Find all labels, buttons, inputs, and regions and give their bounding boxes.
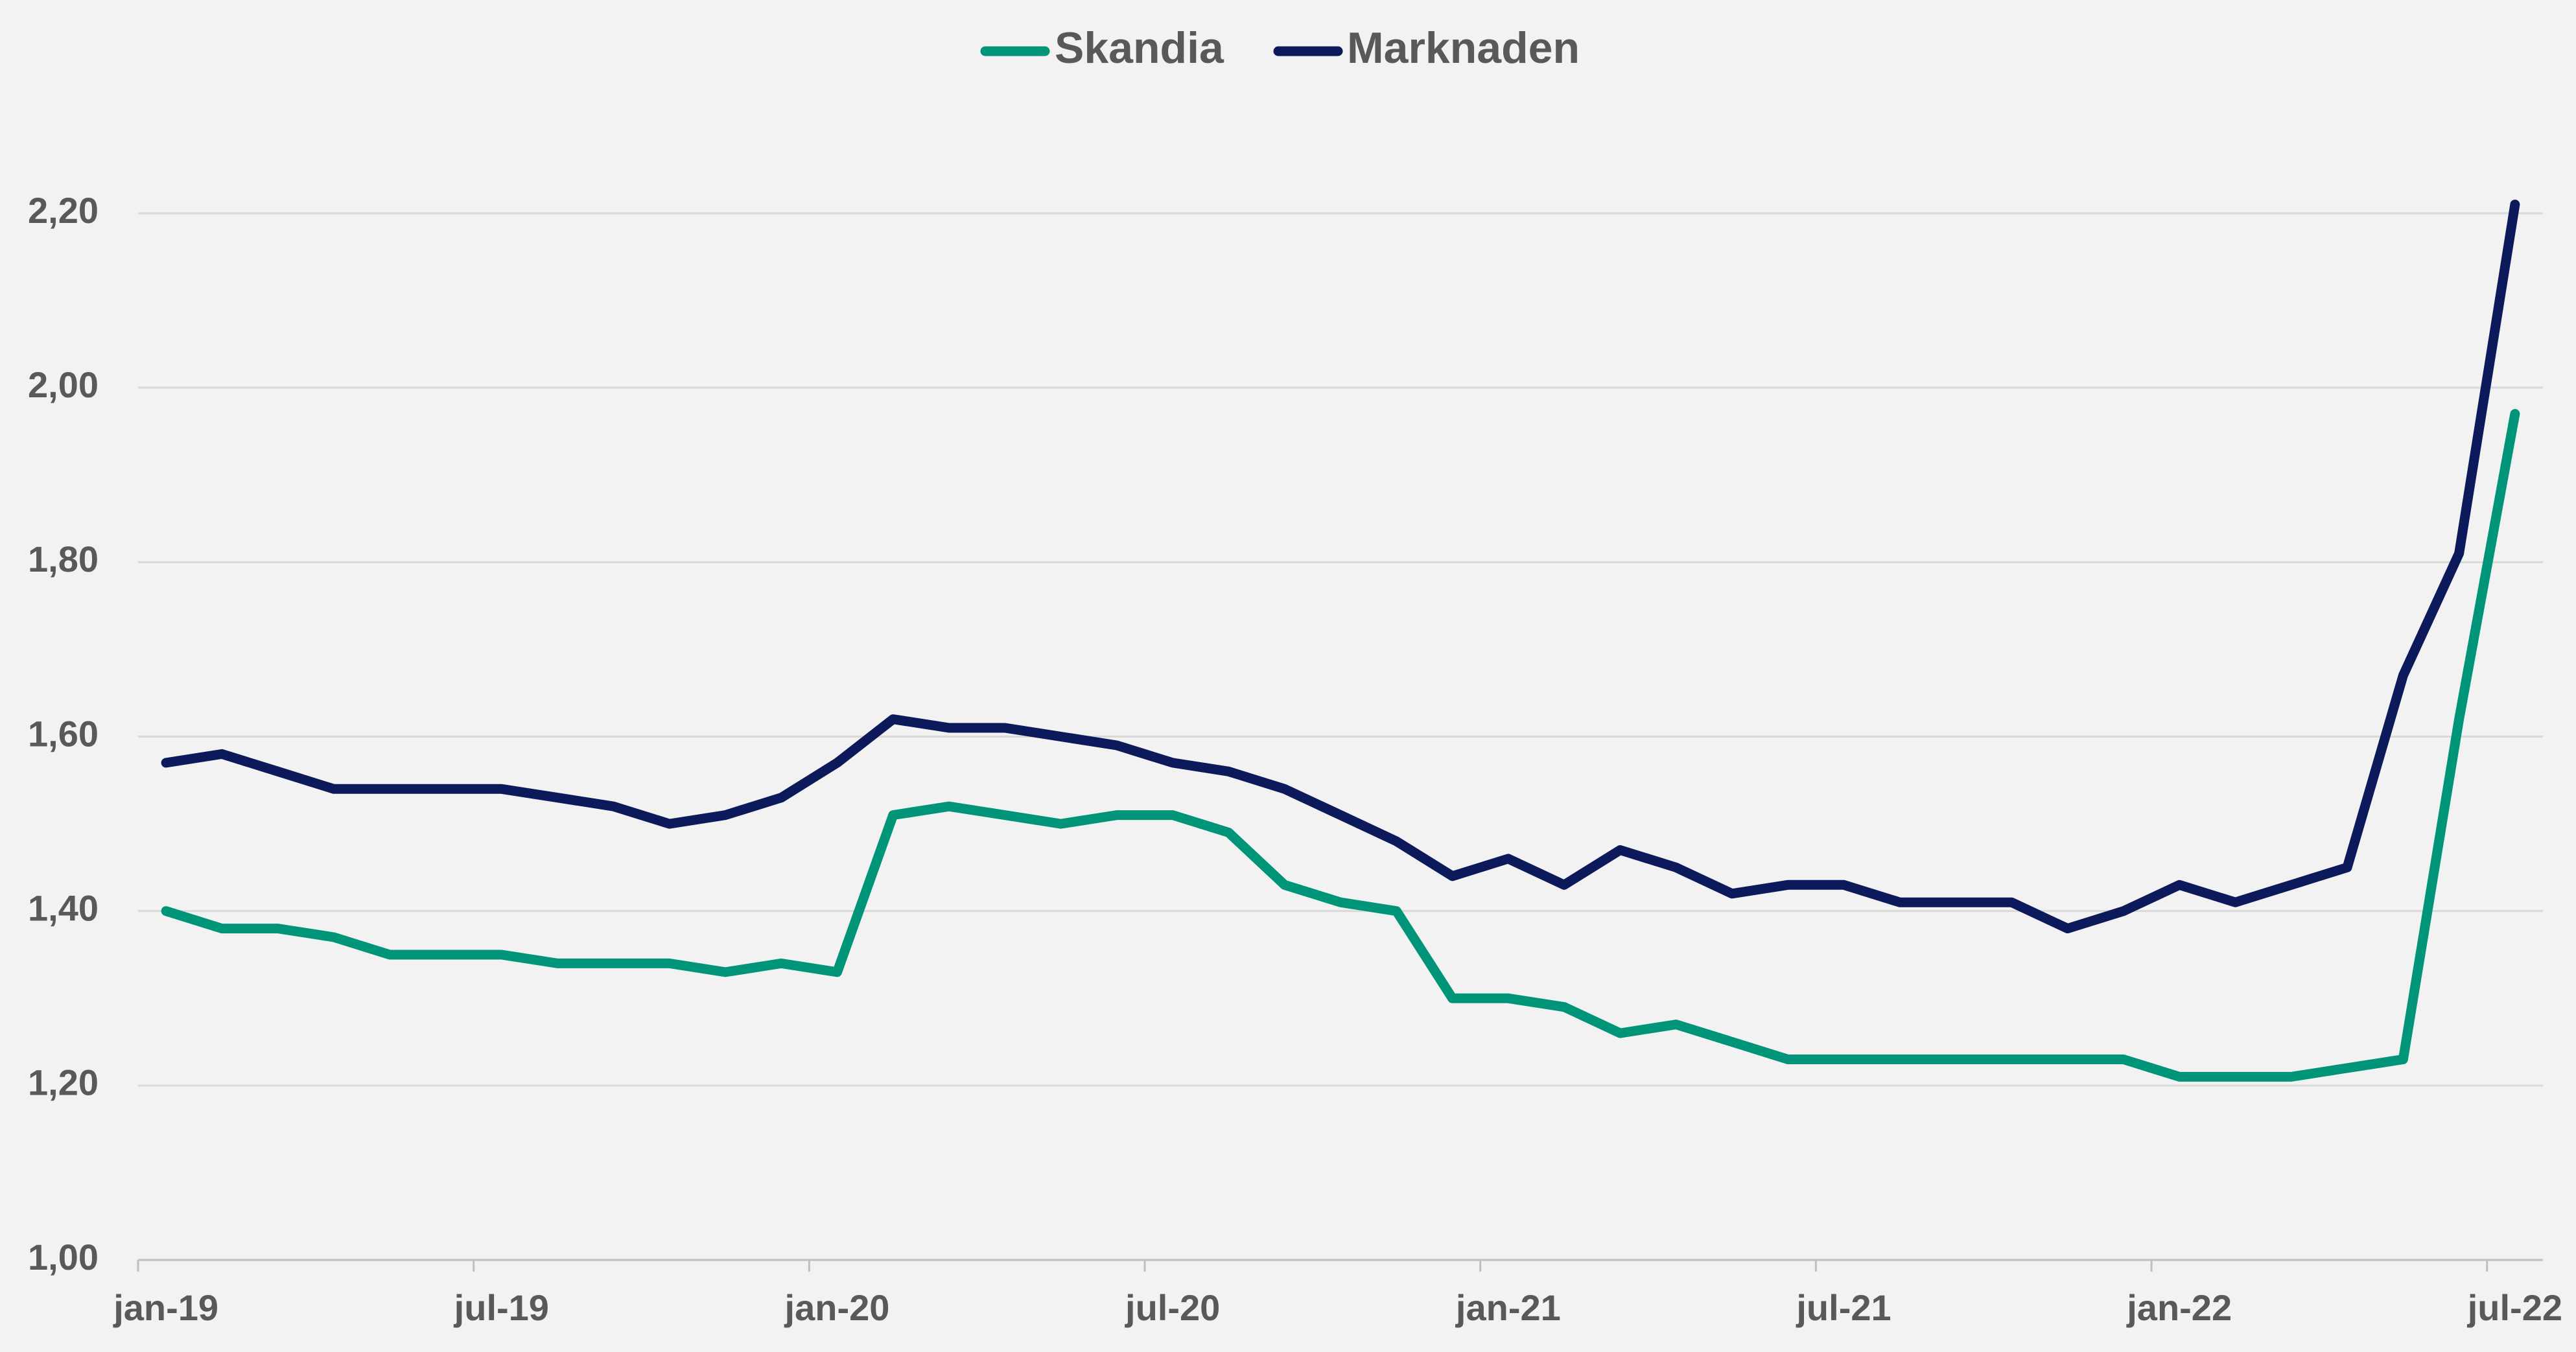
x-tick-label: jan-19 [113, 1287, 218, 1328]
y-tick-label: 2,00 [28, 364, 99, 405]
x-tick-label: jul-19 [454, 1287, 549, 1328]
legend-label: Skandia [1055, 23, 1224, 73]
y-tick-label: 1,60 [28, 713, 99, 754]
x-tick-label: jul-22 [2467, 1287, 2562, 1328]
legend-label: Marknaden [1347, 23, 1580, 73]
y-tick-label: 1,00 [28, 1237, 99, 1277]
x-tick-label: jan-22 [2126, 1287, 2232, 1328]
x-tick-label: jul-21 [1796, 1287, 1891, 1328]
y-tick-label: 1,20 [28, 1062, 99, 1103]
x-tick-label: jul-20 [1125, 1287, 1220, 1328]
x-tick-label: jan-20 [784, 1287, 890, 1328]
y-tick-label: 2,20 [28, 190, 99, 231]
y-tick-label: 1,40 [28, 887, 99, 928]
x-tick-label: jan-21 [1455, 1287, 1561, 1328]
series-line [161, 200, 2520, 934]
y-tick-label: 1,80 [28, 539, 99, 579]
series-line [161, 409, 2520, 1082]
